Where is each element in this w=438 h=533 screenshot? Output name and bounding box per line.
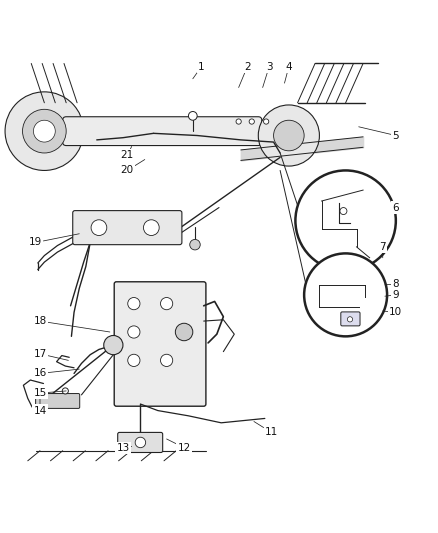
Text: 11: 11 [254, 422, 278, 438]
Circle shape [104, 335, 123, 354]
FancyBboxPatch shape [73, 211, 182, 245]
Text: 18: 18 [33, 316, 110, 332]
Text: 1: 1 [193, 61, 205, 79]
Circle shape [128, 326, 140, 338]
Circle shape [128, 297, 140, 310]
Text: 17: 17 [33, 349, 68, 360]
FancyBboxPatch shape [35, 393, 80, 408]
Circle shape [295, 171, 396, 271]
Text: 14: 14 [33, 398, 46, 416]
Circle shape [160, 297, 173, 310]
Circle shape [160, 354, 173, 367]
Circle shape [5, 92, 84, 171]
Circle shape [264, 119, 269, 124]
Text: 2: 2 [239, 61, 251, 87]
Text: 9: 9 [385, 290, 399, 300]
Circle shape [304, 253, 387, 336]
Circle shape [274, 120, 304, 151]
Text: 19: 19 [29, 234, 79, 247]
Text: 6: 6 [392, 203, 399, 213]
Circle shape [175, 323, 193, 341]
Circle shape [249, 119, 254, 124]
Circle shape [128, 354, 140, 367]
Circle shape [190, 239, 200, 250]
Circle shape [258, 105, 319, 166]
Circle shape [340, 207, 347, 215]
Circle shape [188, 111, 197, 120]
Text: 10: 10 [383, 308, 403, 317]
Text: 13: 13 [117, 443, 132, 453]
Circle shape [22, 109, 66, 153]
Text: 12: 12 [166, 439, 191, 453]
Text: 5: 5 [359, 127, 399, 141]
FancyBboxPatch shape [63, 117, 262, 146]
Text: 8: 8 [385, 279, 399, 289]
FancyBboxPatch shape [341, 312, 360, 326]
Circle shape [91, 220, 107, 236]
Circle shape [33, 120, 55, 142]
Text: 21: 21 [121, 147, 134, 160]
Text: 7: 7 [379, 242, 386, 258]
Text: 20: 20 [121, 159, 145, 175]
Circle shape [144, 220, 159, 236]
Text: 16: 16 [33, 368, 79, 378]
FancyBboxPatch shape [118, 432, 162, 453]
Circle shape [135, 437, 146, 448]
Circle shape [347, 317, 353, 322]
Text: 4: 4 [285, 61, 292, 83]
Text: 15: 15 [33, 388, 66, 398]
Text: 3: 3 [263, 61, 272, 87]
Circle shape [62, 388, 68, 394]
FancyBboxPatch shape [114, 282, 206, 406]
Circle shape [236, 119, 241, 124]
